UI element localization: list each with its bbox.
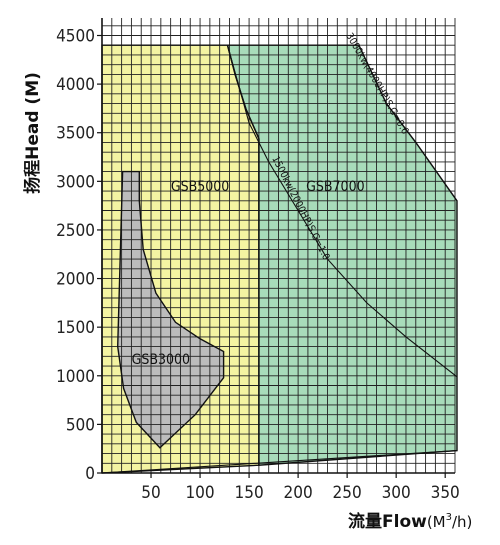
y-tick-label: 4000 [56,75,95,95]
x-axis-title: 流量Flow(M3/h) [348,511,472,532]
y-tick-label: 3000 [56,172,95,192]
y-tick-label: 1000 [56,367,95,387]
outline-gsb3000 [116,170,225,449]
axes: 0 500 1000 1500 2000 2500 3000 3500 4000 4500 50 10… [56,18,460,503]
x-axis-unit-suffix: /h) [452,513,472,531]
x-axis-unit-sup: 3 [446,512,452,523]
x-tick-label: 100 [185,483,214,503]
y-tick-label: 3500 [56,124,95,144]
region-outlines [101,44,458,474]
y-tick-label: 500 [66,415,95,435]
y-tick-label: 1500 [56,318,95,338]
region-label: GSB7000 [306,179,364,195]
x-axis-unit-prefix: (M [427,513,446,531]
x-tick-label: 200 [284,483,313,503]
x-tick-label: 300 [382,483,411,503]
x-tick-label: 350 [431,483,460,503]
y-tick-label: 2500 [56,221,95,241]
x-tick-label: 250 [333,483,362,503]
region-label: GSB3000 [132,352,190,368]
curve-2 [226,45,458,378]
x-tick-label: 150 [234,483,263,503]
region-gsb7000 [227,45,457,466]
y-tick-label: 2000 [56,270,95,290]
y-tick-label: 0 [85,464,95,484]
region-label: GSB5000 [171,179,229,195]
x-tick-label: 50 [141,483,160,503]
outline-gsb7000 [226,44,458,466]
y-tick-label: 4500 [56,27,95,47]
region-gsb3000 [117,171,224,448]
y-axis-title: 扬程Head (M) [22,72,43,194]
x-axis-title-main: 流量Flow [348,511,427,532]
